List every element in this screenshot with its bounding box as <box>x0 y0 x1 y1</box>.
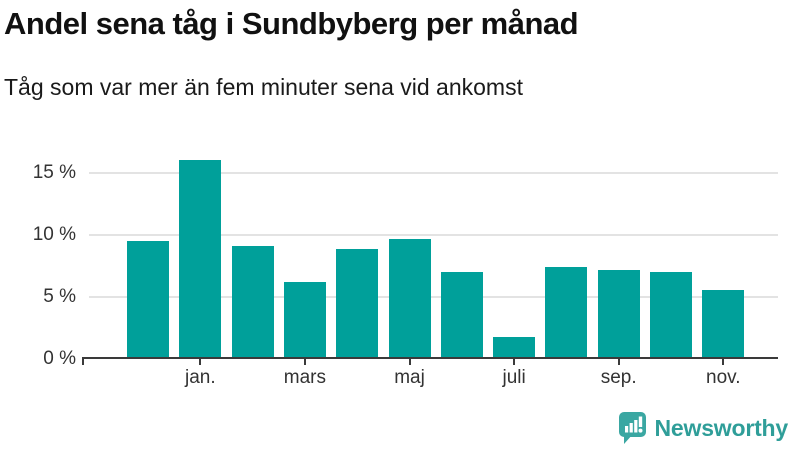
bar-aug <box>545 267 588 359</box>
logo-bar-medium <box>629 423 633 433</box>
bar-apr <box>336 248 379 359</box>
logo-bar-small <box>624 426 628 433</box>
x-axis-tick-sep <box>617 359 620 365</box>
plot-area: 0 % 5 % 10 % 15 % jan. mars maj juli sep. nov. <box>33 140 778 388</box>
x-axis-tick-mars <box>303 359 306 365</box>
gridline-10pct <box>89 234 778 237</box>
bar-feb <box>231 246 274 359</box>
newsworthy-logo-icon <box>618 412 646 444</box>
bar-mars <box>283 282 326 359</box>
bar-jan <box>179 159 222 359</box>
x-axis-label-maj: maj <box>394 367 425 388</box>
y-axis-label-15pct: 15 % <box>32 162 76 184</box>
x-axis-line <box>82 357 778 359</box>
gridline-15pct <box>89 172 778 175</box>
bar-nov <box>702 289 745 359</box>
newsworthy-logo-text: Newsworthy <box>654 414 789 441</box>
x-axis-label-sep: sep. <box>600 367 637 388</box>
chart-subtitle: Tåg som var mer än fem minuter sena vid … <box>4 74 523 100</box>
x-axis-label-jan: jan. <box>184 367 216 388</box>
bar-okt <box>650 272 692 359</box>
bar-maj <box>388 238 431 359</box>
bar-sep <box>597 269 640 359</box>
x-axis-tick-jan <box>199 359 202 365</box>
y-axis-label-10pct: 10 % <box>32 224 76 246</box>
x-axis-start-tick <box>82 359 84 365</box>
newsworthy-logo: Newsworthy <box>618 410 788 446</box>
gridline-5pct <box>89 296 778 299</box>
bar-juni <box>440 272 483 359</box>
chart-title: Andel sena tåg i Sundbyberg per månad <box>4 6 579 41</box>
x-axis-tick-juli <box>513 359 516 365</box>
y-axis-label-5pct: 5 % <box>43 286 76 308</box>
y-axis-label-0pct: 0 % <box>43 348 76 369</box>
x-axis-label-juli: juli <box>502 367 526 388</box>
x-axis-tick-maj <box>408 359 411 365</box>
bar-dec <box>127 241 169 359</box>
bar-juli <box>493 336 536 359</box>
logo-exclamation-dot <box>638 428 643 433</box>
logo-exclamation-stem <box>638 416 642 427</box>
logo-bar-large <box>633 420 637 433</box>
x-axis-tick-nov <box>722 359 725 365</box>
x-axis-label-mars: mars <box>283 367 327 388</box>
x-axis-label-nov: nov. <box>706 367 741 388</box>
